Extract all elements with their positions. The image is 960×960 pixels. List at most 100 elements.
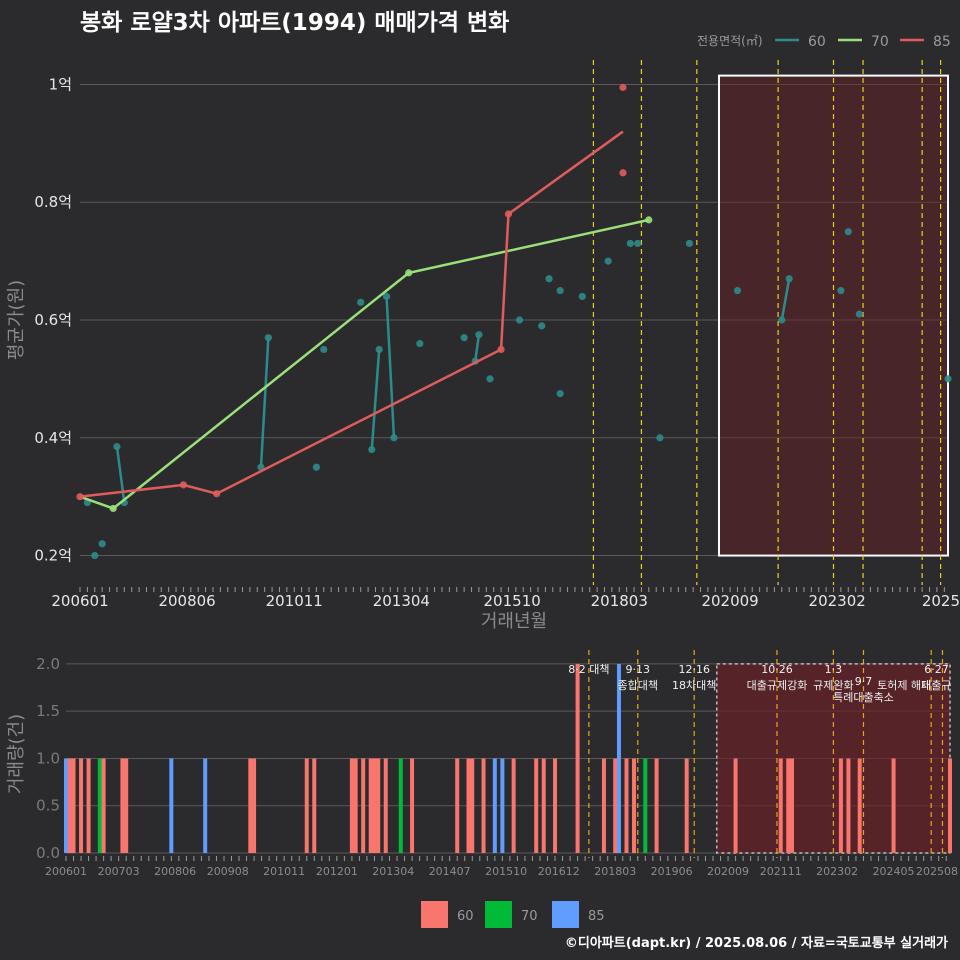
volume-y-tick: 0.0 [36,844,60,862]
volume-x-tick: 201011 [263,865,305,878]
x-tick-label: 201510 [484,592,541,610]
event-label: 대출규제강화 [747,679,808,692]
series-point-60 [685,239,694,248]
volume-x-tick: 201803 [594,865,636,878]
series-line-60 [473,334,481,362]
volume-bar [500,758,505,853]
series-point-85 [179,481,188,489]
series-point-60 [556,286,564,295]
volume-bar [601,758,606,853]
series-point-85 [619,169,627,177]
event-label: 9·7 [855,675,873,688]
volume-x-tick: 201201 [316,865,358,878]
volume-bar [71,758,76,853]
volume-y-axis-label: 거래량(건) [6,714,27,794]
legend-key-60 [421,901,448,928]
volume-x-tick: 200806 [154,865,196,878]
volume-bar [466,758,471,853]
y-tick-label: 0.2억 [34,547,72,565]
series-point-60 [515,316,524,324]
series-point-60 [475,331,483,339]
volume-bar [948,758,952,853]
volume-bar [684,758,689,853]
event-label: 18차대책 [672,679,716,692]
volume-bar [790,758,795,853]
top-legend: 전용면적(㎡) 60 70 85 [697,34,951,50]
series-point-60 [578,292,586,301]
x-tick-label: 201304 [373,592,430,610]
series-point-60 [944,375,952,383]
x-tick-label: 201803 [591,592,648,610]
volume-bar [553,758,558,853]
series-point-60 [382,292,391,301]
x-tick-label: 2025 [922,592,960,610]
series-point-60 [634,239,642,248]
volume-x-tick: 201510 [485,865,527,878]
series-point-60 [357,298,365,306]
volume-bar [654,758,659,853]
volume-bar [64,758,68,853]
volume-bar [398,758,403,853]
volume-bar [248,758,253,853]
chart-title: 봉화 로얄3차 아파트(1994) 매매가격 변화 [80,10,509,36]
event-label: 6·27 [924,663,949,676]
volume-y-tick: 0.5 [36,797,60,815]
series-point-60 [460,334,468,342]
series-line-85 [79,130,624,498]
volume-bar [838,758,843,853]
volume-y-tick: 1.5 [36,702,60,720]
series-point-60 [778,316,786,324]
event-label: 12·16 [678,663,710,676]
series-point-60 [113,443,121,451]
volume-bar [613,758,618,853]
volume-bar [857,758,862,853]
volume-bar [470,758,475,853]
volume-x-tick: 202111 [760,865,802,878]
x-axis-label: 거래년월 [481,611,547,632]
series-point-60 [390,434,398,442]
event-label: 대출규 [921,679,951,692]
x-tick-label: 202009 [701,592,758,610]
volume-bar [632,758,637,853]
legend-label-85: 85 [933,34,951,50]
legend-key-85 [552,901,579,928]
volume-bar [846,758,851,853]
series-point-60 [368,445,376,454]
series-point-60 [91,551,99,560]
series-line-60 [115,446,126,503]
volume-bar [492,758,497,853]
series-point-70 [109,504,117,513]
legend-title: 전용면적(㎡) [697,34,763,48]
series-point-60 [264,334,272,342]
series-point-85 [504,210,513,218]
volume-x-tick: 202009 [707,865,749,878]
event-label: 8·2 대책 [568,663,609,676]
y-tick-label: 0.8억 [34,193,72,211]
volume-bar [120,758,125,853]
series-point-60 [604,257,612,265]
volume-bar [891,758,896,853]
volume-y-tick: 1.0 [36,749,60,767]
volume-bar [643,758,648,853]
series-point-60 [844,228,852,236]
volume-bar [786,758,791,853]
volume-bar [304,758,309,853]
volume-bar [368,758,373,853]
y-tick-label: 0.4억 [34,429,72,447]
volume-bar [203,758,208,853]
series-point-60 [626,239,634,248]
x-tick-label: 200601 [51,592,108,610]
volume-x-tick: 202508 [916,865,958,878]
volume-bar [372,758,377,853]
volume-x-tick: 200703 [98,865,140,878]
series-point-60 [733,286,742,295]
series-point-60 [312,463,320,471]
series-point-60 [486,375,494,383]
series-line-60 [259,337,270,468]
volume-x-tick: 201612 [538,865,580,878]
series-point-70 [645,216,653,224]
volume-bar [616,663,621,853]
volume-bar [361,758,366,853]
series-line-70 [79,218,650,510]
